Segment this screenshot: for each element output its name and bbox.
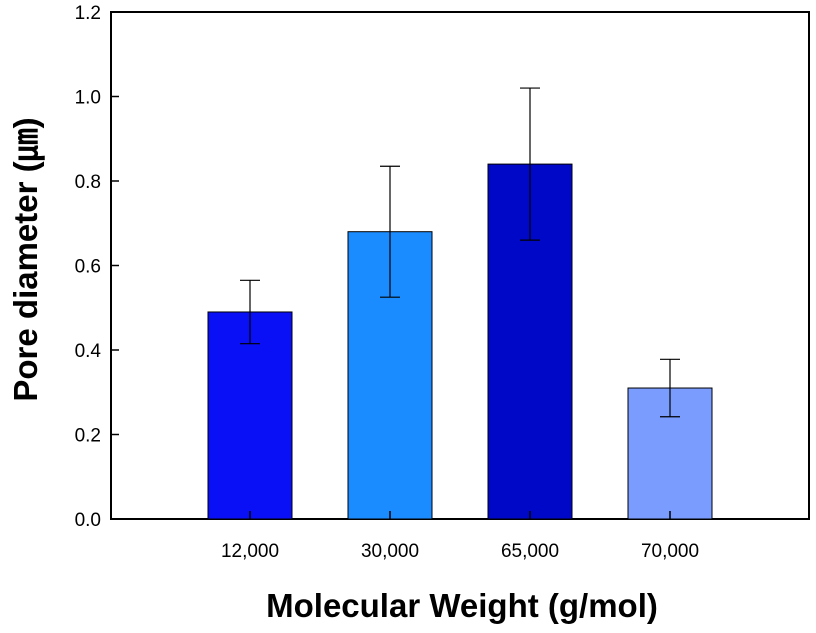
x-axis-title: Molecular Weight (g/mol) — [266, 587, 658, 624]
x-tick-label: 12,000 — [221, 541, 279, 562]
x-axis: 12,000 30,000 65,000 70,000 — [221, 511, 699, 562]
y-axis-title: Pore diameter (㎛) — [7, 117, 46, 401]
x-tick-label: 30,000 — [361, 541, 419, 562]
y-tick-label: 0.0 — [75, 510, 101, 531]
error-bars — [240, 87, 680, 418]
bars — [207, 163, 713, 520]
y-axis: 0.0 0.2 0.4 0.6 0.8 1.0 1.2 — [75, 3, 119, 531]
y-tick-label: 1.0 — [75, 88, 101, 109]
y-tick-label: 0.4 — [75, 341, 102, 362]
x-tick-label: 70,000 — [641, 541, 699, 562]
x-tick-label: 65,000 — [501, 541, 559, 562]
y-tick-label: 0.6 — [75, 257, 101, 278]
y-tick-label: 0.8 — [75, 172, 101, 193]
y-tick-label: 0.2 — [75, 426, 101, 447]
y-tick-label: 1.2 — [75, 3, 101, 24]
